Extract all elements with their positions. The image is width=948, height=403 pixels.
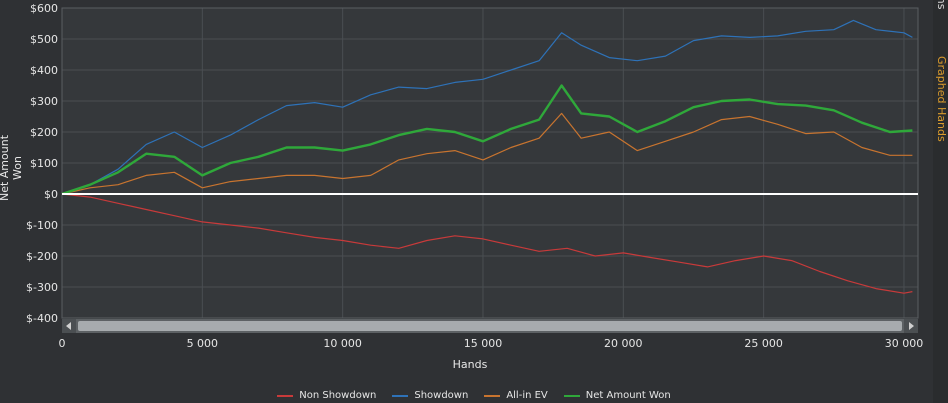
y-tick-label: $400	[30, 64, 58, 77]
series-all-in-ev	[61, 112, 913, 195]
x-tick-label: 10 000	[323, 337, 362, 350]
legend-item-net-amount-won[interactable]: Net Amount Won	[563, 390, 671, 401]
series-lines	[61, 19, 913, 294]
tab-graphed-hands[interactable]: Graphed Hands	[935, 56, 948, 142]
series-non-showdown	[61, 193, 913, 294]
chart: $600 $500 $400 $300 $200 $100 $0 $-100 $-200 $-30…	[26, 2, 924, 350]
y-tick-label: $600	[30, 2, 58, 15]
legend: Non Showdown Showdown All-in EV Net Amou…	[0, 388, 948, 403]
x-tick-label: 15 000	[464, 337, 503, 350]
legend-label: All-in EV	[506, 390, 548, 401]
legend-swatch	[277, 394, 294, 397]
legend-swatch	[392, 394, 409, 397]
legend-item-showdown[interactable]: Showdown	[392, 390, 468, 401]
y-tick-labels: $600 $500 $400 $300 $200 $100 $0 $-100 $-200 $-30…	[26, 2, 58, 325]
legend-item-non-showdown[interactable]: Non Showdown	[277, 390, 376, 401]
grid	[61, 7, 919, 319]
x-tick-label: 0	[59, 337, 66, 350]
x-tick-labels: 0 5 000 10 000 15 000 20 000 25 000 30 000	[59, 337, 924, 350]
tab-graphs[interactable]: Graphs	[935, 0, 948, 9]
y-tick-label: $500	[30, 33, 58, 46]
y-tick-label: $100	[30, 157, 58, 170]
horizontal-scrollbar[interactable]	[62, 319, 918, 333]
x-tick-label: 20 000	[604, 337, 643, 350]
y-tick-label: $-100	[26, 219, 58, 232]
x-axis-title: Hands	[452, 358, 488, 371]
x-tick-label: 5 000	[187, 337, 219, 350]
y-tick-label: $-300	[26, 281, 58, 294]
legend-swatch	[563, 394, 580, 397]
arrow-left-icon	[66, 322, 71, 330]
y-tick-label: $0	[44, 188, 58, 201]
y-tick-label: $300	[30, 95, 58, 108]
y-tick-label: $200	[30, 126, 58, 139]
x-tick-label: 25 000	[744, 337, 783, 350]
plot-border	[61, 7, 919, 319]
y-tick-label: $-200	[26, 250, 58, 263]
legend-label: Showdown	[414, 390, 469, 401]
legend-item-all-in-ev[interactable]: All-in EV	[484, 390, 548, 401]
x-tick-label: 30 000	[885, 337, 924, 350]
y-tick-label: $-400	[26, 312, 58, 325]
arrow-right-icon	[909, 322, 914, 330]
legend-swatch	[484, 394, 501, 397]
scrollbar-thumb[interactable]	[78, 321, 902, 331]
series-net-amount-won	[61, 84, 913, 196]
legend-label: Net Amount Won	[585, 390, 671, 401]
side-panel	[933, 0, 948, 403]
series-showdown	[61, 19, 913, 195]
legend-label: Non Showdown	[299, 390, 377, 401]
y-axis-title: Net Amount Won	[0, 134, 24, 202]
